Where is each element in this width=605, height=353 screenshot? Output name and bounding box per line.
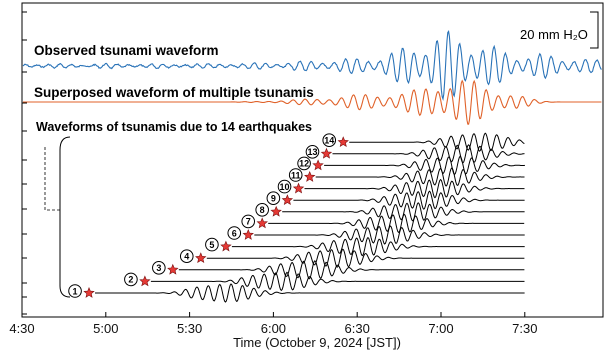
x-tick-label: 7:30	[512, 321, 537, 336]
earthquake-number-circle	[305, 145, 320, 159]
earthquake-number: 12	[299, 159, 309, 169]
earthquake-number-circle	[255, 203, 269, 217]
earthquake-number-circle	[227, 226, 242, 240]
earthquake-trace	[349, 132, 525, 152]
earthquake-number-circle	[266, 191, 281, 205]
earthquake-star	[242, 229, 254, 240]
x-tick-label: 7:00	[428, 321, 453, 336]
earthquake-number: 4	[184, 252, 189, 262]
earthquake-star	[312, 159, 324, 171]
earthquake-number-circle	[322, 133, 337, 147]
earthquake-trace	[95, 283, 525, 303]
x-axis-title: Time (October 9, 2024 [JST])	[233, 335, 401, 350]
superposed-waveform-line	[23, 79, 602, 125]
group-bracket-dashed	[44, 147, 60, 211]
earthquake-trace	[304, 178, 525, 199]
x-tick-label: 5:00	[93, 321, 118, 336]
earthquake-number: 10	[280, 182, 290, 192]
series-labels: Observed tsunami waveform Superposed wav…	[34, 43, 314, 134]
x-tick-label: 4:30	[9, 321, 34, 336]
earthquake-number: 3	[156, 263, 161, 273]
earthquake-number: 5	[209, 240, 214, 250]
earthquake-number: 7	[246, 217, 251, 227]
earthquake-number-circle	[205, 237, 219, 252]
earthquake-number-circle	[124, 272, 138, 287]
earthquake-trace	[282, 202, 525, 222]
earthquake-number: 2	[128, 275, 133, 285]
earthquake-star	[281, 194, 294, 206]
earthquake-trace	[206, 248, 525, 268]
earthquake-trace	[268, 213, 525, 234]
earthquake-number: 13	[307, 147, 317, 157]
earthquake-number-circle	[297, 156, 311, 171]
earthquake-number: 11	[291, 170, 301, 180]
earthquake-number: 8	[260, 205, 265, 215]
earthquake-number-circle	[277, 179, 292, 194]
earthquake-star	[270, 205, 282, 217]
x-tick-label: 6:00	[261, 321, 286, 336]
superposed-label: Superposed waveform of multiple tsunamis	[34, 85, 314, 100]
y-axis-ticks	[22, 11, 27, 315]
earthquake-star	[304, 171, 316, 182]
earthquake-number: 14	[324, 136, 334, 146]
group-label: Waveforms of tsunamis due to 14 earthqua…	[36, 120, 312, 134]
earthquake-number: 9	[271, 194, 276, 204]
earthquake-number-circle	[152, 261, 166, 275]
earthquake-star	[139, 275, 151, 287]
superposed-waveform	[23, 79, 602, 125]
scale-bar: 20 mm H₂O	[520, 11, 599, 49]
earthquake-trace	[293, 190, 525, 210]
earthquake-number-circle	[288, 168, 303, 182]
earthquake-trace	[254, 225, 525, 245]
earthquake-trace	[332, 144, 525, 164]
observed-label: Observed tsunami waveform	[34, 43, 219, 58]
observed-waveform	[22, 30, 602, 102]
earthquake-star	[220, 240, 232, 252]
group-bracket	[59, 136, 71, 298]
earthquake-number-circle	[241, 214, 256, 229]
earthquake-number-circle	[179, 249, 194, 264]
observed-waveform-line	[22, 30, 602, 102]
scale-bar-bracket	[590, 11, 599, 49]
scale-bar-label: 20 mm H₂O	[520, 27, 588, 42]
earthquake-star	[292, 182, 305, 194]
x-axis: 4:30 5:00 5:30 6:00 6:30 7:00 7:30	[9, 312, 537, 336]
earthquake-trace	[315, 167, 525, 187]
earthquake-star	[256, 217, 268, 229]
earthquake-trace	[324, 155, 525, 176]
earthquake-star	[320, 147, 333, 159]
earthquake-star	[195, 252, 207, 264]
earthquake-number: 6	[232, 228, 237, 238]
earthquake-number: 1	[73, 286, 78, 296]
earthquake-star	[83, 287, 95, 298]
x-tick-label: 5:30	[177, 321, 202, 336]
earthquake-trace	[231, 236, 525, 257]
earthquake-star	[167, 263, 179, 275]
x-tick-label: 6:30	[345, 321, 370, 336]
earthquake-trace	[178, 260, 525, 280]
earthquake-trace	[150, 271, 525, 292]
earthquake-number-circle	[68, 284, 82, 298]
earthquake-star	[337, 136, 349, 148]
